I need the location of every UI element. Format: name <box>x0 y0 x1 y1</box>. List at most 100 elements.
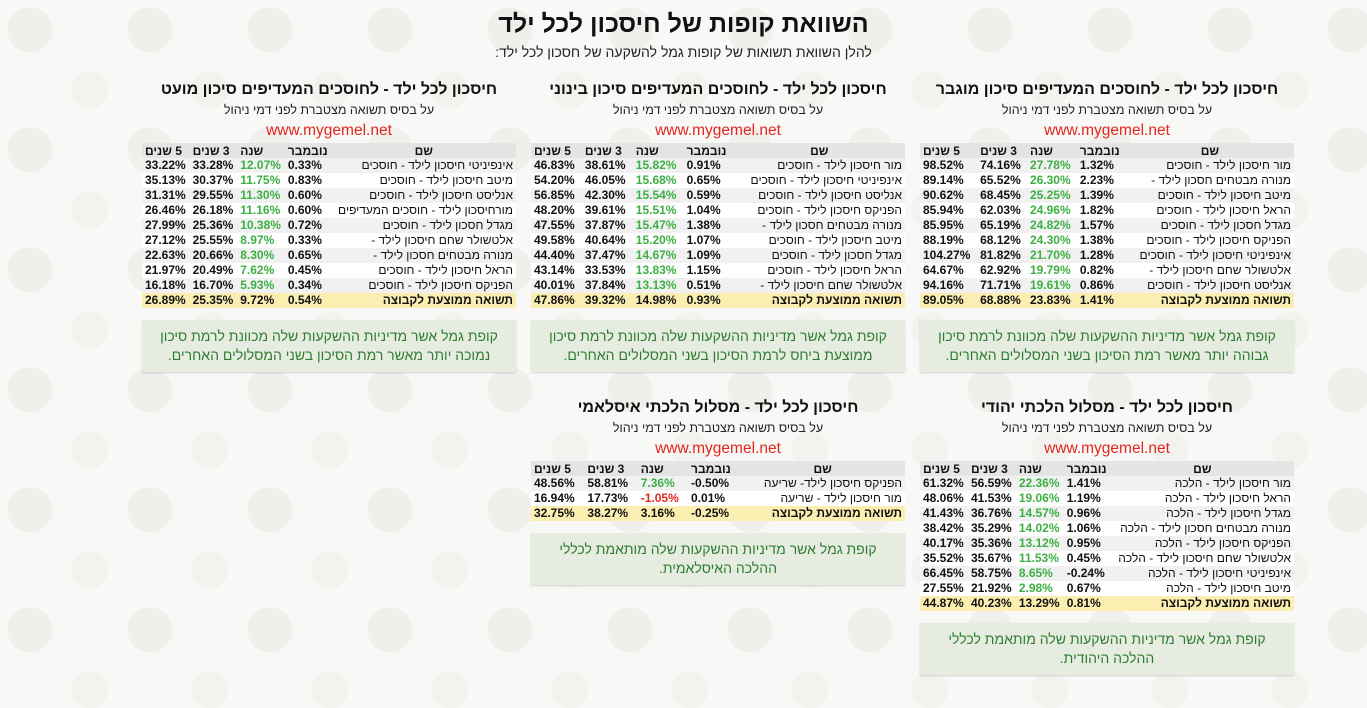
column-header[interactable]: שם <box>740 461 905 476</box>
return-value: 10.38% <box>237 218 285 233</box>
site-url-link[interactable]: www.mygemel.net <box>1044 122 1170 139</box>
return-value: 0.34% <box>284 278 332 293</box>
column-header[interactable]: שנה <box>1026 143 1077 158</box>
column-header[interactable]: 5 שנים <box>920 461 968 476</box>
column-header[interactable]: 3 שנים <box>584 461 638 476</box>
return-value: 19.06% <box>1015 491 1064 506</box>
card-medium-risk: חיסכון לכל ילד - לחוסכים המעדיפים סיכון … <box>531 79 905 372</box>
table-row: אלטשולר שחם חיסכון לילד - הלכה 0.45% 11.53… <box>920 551 1294 566</box>
site-url-link[interactable]: www.mygemel.net <box>655 440 781 457</box>
site-url-link[interactable]: www.mygemel.net <box>655 122 781 139</box>
table-row: הפניקס חיסכון לילד - הלכה 0.95% 13.12% 35.3… <box>920 536 1294 551</box>
table-body: מור חיסכון לילד - חוסכים 0.91% 15.82% 38.61… <box>531 158 905 308</box>
return-value: 0.60% <box>284 188 332 203</box>
table-row: מור חיסכון לילד - חוסכים 1.32% 27.78% 74.16… <box>920 158 1294 173</box>
table-row: מנורה מבטחים חסכון לילד - הלכה 1.06% 14.02… <box>920 521 1294 536</box>
fund-name: אינפיניטי חיסכון לילד - הלכה <box>1110 566 1294 581</box>
column-header[interactable]: 5 שנים <box>531 461 585 476</box>
table-row: מגדל חיסכון לילד - הלכה 0.96% 14.57% 36.76%… <box>920 506 1294 521</box>
average-value: 0.93% <box>683 293 734 308</box>
return-value: 54.20% <box>531 173 582 188</box>
table-row: אלטשולר שחם חיסכון לילד -0.33% 8.97% 25.55… <box>142 233 516 248</box>
fund-name: הפניקס חיסכון לילד - חוסכים <box>733 203 905 218</box>
fund-name: אנליסט חיסכון לילד - חוסכים <box>733 188 905 203</box>
table-body: מור חיסכון לילד - הלכה 1.41% 22.36% 56.59% 6… <box>920 476 1294 611</box>
average-label: תשואה ממוצעת לקבוצה <box>331 293 516 308</box>
average-value: 25.35% <box>189 293 238 308</box>
table-row: אנליסט חיסכון לילד - חוסכים 0.86% 19.61% 71… <box>920 278 1294 293</box>
column-header[interactable]: 3 שנים <box>967 461 1016 476</box>
average-value: 23.83% <box>1026 293 1077 308</box>
return-value: 1.41% <box>1063 476 1111 491</box>
column-header[interactable]: שנה <box>637 461 689 476</box>
card-subtitle: על בסיס תשואה מצטברת לפני דמי ניהול <box>612 421 824 435</box>
table-row: אינפיניטי חיסכון לילד - חוסכים 0.33% 12.07… <box>142 158 516 173</box>
return-value: 11.53% <box>1015 551 1064 566</box>
return-value: 35.52% <box>920 551 968 566</box>
return-value: 62.03% <box>977 203 1027 218</box>
column-header[interactable]: נובמבר <box>683 143 734 158</box>
return-value: 0.33% <box>284 158 332 173</box>
table-row: הראל חיסכון לילד - חוסכים 1.82% 24.96% 62.0… <box>920 203 1294 218</box>
column-header[interactable]: 3 שנים <box>581 143 633 158</box>
return-value: 71.71% <box>977 278 1027 293</box>
return-value: 1.38% <box>683 218 734 233</box>
column-header[interactable]: שם <box>331 143 516 158</box>
return-value: 0.65% <box>284 248 332 263</box>
average-value: 32.75% <box>531 506 585 521</box>
return-value: 19.79% <box>1026 263 1077 278</box>
fund-name: הפניקס חיסכון לילד - חוסכים <box>1125 233 1294 248</box>
average-value: 13.29% <box>1015 596 1064 611</box>
column-header[interactable]: שנה <box>632 143 684 158</box>
table-row: מור חיסכון לילד - הלכה 1.41% 22.36% 56.59% 6… <box>920 476 1294 491</box>
column-header[interactable]: נובמבר <box>1076 143 1126 158</box>
column-header[interactable]: שם <box>1110 461 1294 476</box>
return-value: 56.85% <box>531 188 582 203</box>
average-value: 1.41% <box>1076 293 1126 308</box>
table-row: מור חיסכון לילד - שריעה 0.01% -1.05% 17.73%… <box>531 491 905 506</box>
column-header[interactable]: 3 שנים <box>189 143 238 158</box>
column-header[interactable]: נובמבר <box>284 143 332 158</box>
table-header: שם נובמבר שנה 3 שנים 5 שנים <box>920 461 1294 476</box>
column-header[interactable]: 5 שנים <box>142 143 190 158</box>
fund-description-note: קופת גמל אשר מדיניות ההשקעות שלה מכוונת … <box>531 320 905 372</box>
funds-table: שם נובמבר שנה 3 שנים 5 שנים מור חיסכון לילד -… <box>920 143 1294 308</box>
return-value: 90.62% <box>920 188 978 203</box>
column-header[interactable]: 3 שנים <box>977 143 1027 158</box>
return-value: 15.68% <box>632 173 684 188</box>
table-body: מור חיסכון לילד - חוסכים 1.32% 27.78% 74.16… <box>920 158 1294 308</box>
column-header[interactable]: 5 שנים <box>531 143 582 158</box>
column-header[interactable]: שם <box>733 143 905 158</box>
column-header[interactable]: נובמבר <box>688 461 741 476</box>
site-url-link[interactable]: www.mygemel.net <box>1044 440 1170 457</box>
return-value: 61.32% <box>920 476 968 491</box>
return-value: 38.42% <box>920 521 968 536</box>
return-value: 7.36% <box>637 476 689 491</box>
card-subtitle: על בסיס תשואה מצטברת לפני דמי ניהול <box>1001 103 1213 117</box>
column-header[interactable]: שנה <box>1015 461 1064 476</box>
column-header[interactable]: שנה <box>237 143 285 158</box>
return-value: 1.39% <box>1076 188 1126 203</box>
return-value: 26.18% <box>189 203 238 218</box>
card-increased-risk: חיסכון לכל ילד - לחוסכים המעדיפים סיכון … <box>920 79 1294 372</box>
table-row: מיטב חיסכון לילד - חוסכים 1.07% 15.20% 40.6… <box>531 233 905 248</box>
return-value: 16.70% <box>189 278 238 293</box>
table-row: מור חיסכון לילד - חוסכים 0.91% 15.82% 38.61… <box>531 158 905 173</box>
return-value: 21.92% <box>967 581 1016 596</box>
return-value: 0.96% <box>1063 506 1111 521</box>
site-url-link[interactable]: www.mygemel.net <box>266 122 392 139</box>
column-header[interactable]: שם <box>1125 143 1294 158</box>
fund-description-note: קופת גמל אשר מדיניות ההשקעות שלה מותאמת … <box>531 533 905 585</box>
column-header[interactable]: 5 שנים <box>920 143 978 158</box>
table-row: אנליסט חיסכון לילד - חוסכים 0.60% 11.30% 29… <box>142 188 516 203</box>
header-row: שם נובמבר שנה 3 שנים 5 שנים <box>531 461 905 476</box>
return-value: 35.67% <box>967 551 1016 566</box>
return-value: 7.62% <box>237 263 285 278</box>
column-header[interactable]: נובמבר <box>1063 461 1111 476</box>
average-label: תשואה ממוצעת לקבוצה <box>733 293 905 308</box>
return-value: 24.30% <box>1026 233 1077 248</box>
average-row: תשואה ממוצעת לקבוצה 1.41% 23.83% 68.88% 89.0… <box>920 293 1294 308</box>
fund-name: מגדל חיסכון לילד - הלכה <box>1110 506 1294 521</box>
return-value: 0.60% <box>284 203 332 218</box>
return-value: 35.36% <box>967 536 1016 551</box>
